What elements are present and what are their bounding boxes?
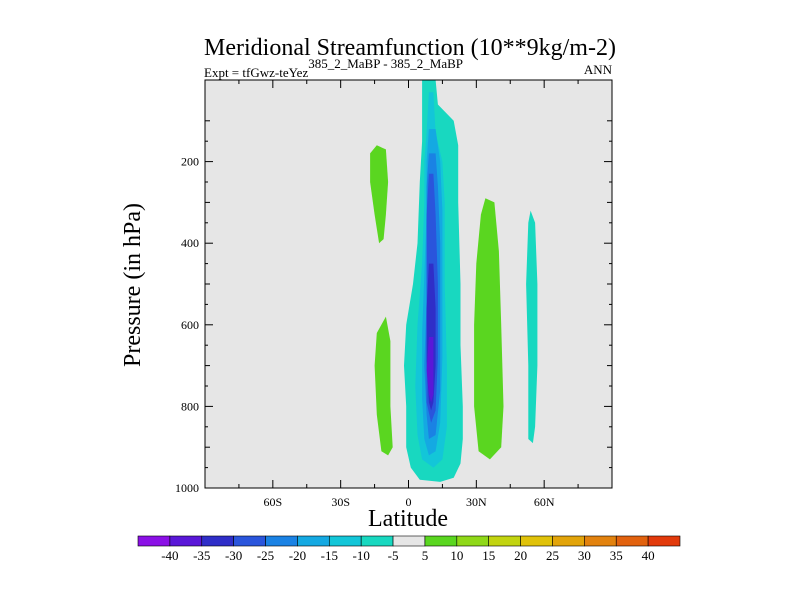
colorbar-swatch	[265, 535, 298, 547]
x-axis-label: Latitude	[368, 506, 448, 532]
y-tick-label: 400	[181, 236, 199, 250]
colorbar-label: -25	[257, 548, 274, 563]
x-tick-label: 0	[406, 495, 412, 509]
colorbar-swatch	[233, 535, 266, 547]
colorbar-label: 40	[642, 548, 655, 563]
colorbar-swatch	[328, 535, 362, 547]
x-tick-label: 60N	[534, 495, 555, 509]
colorbar-label: 25	[546, 548, 559, 563]
axis-ticks: 60S 30S 0 30N 60N 200 400 600 800 1000	[175, 80, 612, 509]
x-tick-label: 30N	[466, 495, 487, 509]
plot-frame	[204, 79, 613, 489]
colorbar-label: -40	[161, 548, 178, 563]
colorbar-label: -30	[225, 548, 242, 563]
colorbar-label: 30	[578, 548, 591, 563]
colorbar-swatch	[520, 535, 553, 547]
colorbar-label: -10	[353, 548, 370, 563]
contour-region-neg5-10	[526, 210, 538, 444]
colorbar-label: 35	[610, 548, 623, 563]
colorbar-label: 5	[422, 548, 429, 563]
contour-region-pos5-9	[474, 198, 504, 460]
contour-region-pos5-7	[370, 145, 389, 244]
y-tick-label: 1000	[175, 481, 199, 495]
y-tick-label: 200	[181, 155, 199, 169]
colorbar-swatch	[392, 535, 426, 547]
colorbar: -40 -35 -30 -25 -20 -15 -10 -5 5 10 15 20 25 30 35 40	[137, 535, 681, 563]
colorbar-swatch	[647, 535, 681, 547]
y-axis-label: Pressure (in hPa)	[120, 203, 146, 367]
contour-region-pos5-8	[374, 316, 393, 456]
contour-regions	[370, 80, 538, 482]
colorbar-swatch	[137, 535, 171, 547]
y-tick-label: 800	[181, 399, 199, 413]
colorbar-swatch	[360, 535, 394, 547]
chart-subtitle-right: ANN	[584, 62, 613, 77]
subtitle-superscript: 385_2_MaBP - 385_2_MaBP	[308, 56, 463, 71]
colorbar-label: -15	[321, 548, 338, 563]
chart-title: Meridional Streamfunction (10**9kg/m-2)	[204, 35, 616, 61]
colorbar-swatch	[424, 535, 458, 547]
colorbar-swatch	[552, 535, 585, 547]
colorbar-swatch	[201, 535, 234, 547]
colorbar-swatch	[615, 535, 649, 547]
contour-region-neg35-6	[426, 337, 434, 403]
colorbar-swatch	[169, 535, 203, 547]
colorbar-label: -5	[388, 548, 399, 563]
subtitle-prefix: Expt = tfGwz-teYez	[204, 65, 308, 80]
colorbar-label: 10	[450, 548, 463, 563]
x-tick-label: 30S	[331, 495, 350, 509]
colorbar-swatch	[456, 535, 490, 547]
colorbar-label: 20	[514, 548, 527, 563]
colorbar-swatch	[297, 535, 330, 547]
y-tick-label: 600	[181, 318, 199, 332]
colorbar-label: 15	[482, 548, 495, 563]
colorbar-swatch	[584, 535, 617, 547]
x-tick-label: 60S	[263, 495, 282, 509]
chart-subtitle-left: Expt = tfGwz-teYez385_2_MaBP - 385_2_MaB…	[204, 56, 463, 80]
colorbar-swatch	[488, 535, 521, 547]
colorbar-label: -20	[289, 548, 306, 563]
colorbar-label: -35	[193, 548, 210, 563]
